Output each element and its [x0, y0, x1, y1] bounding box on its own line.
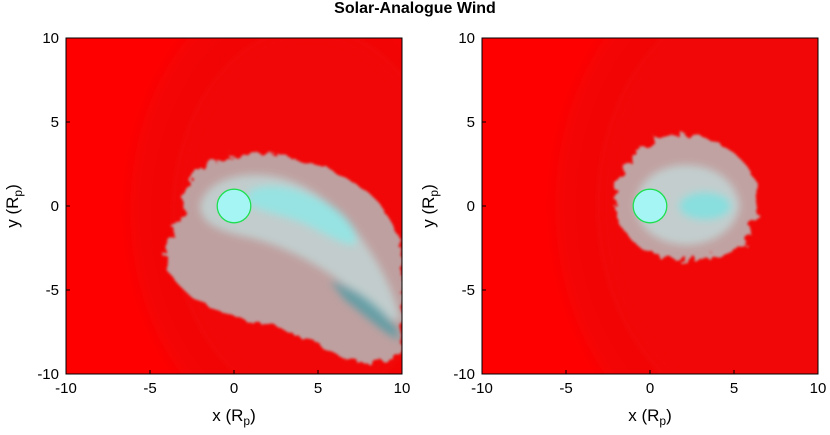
y-tick-label: 10 — [458, 30, 475, 47]
y-tick-label: -5 — [462, 282, 475, 299]
x-tick-label: -5 — [559, 380, 572, 397]
x-axis-ticks: -10 -5 0 5 10 — [471, 370, 826, 397]
right-panel: -10 -5 0 5 10 10 5 0 -5 -10 x (Rp) y (Rp) — [415, 0, 830, 435]
y-axis-label: y (Rp) — [3, 184, 25, 228]
y-tick-label: -10 — [453, 366, 475, 383]
planet-disk — [216, 188, 252, 224]
x-tick-label: 0 — [230, 380, 238, 397]
x-tick-label: 10 — [394, 380, 411, 397]
y-tick-label: 0 — [51, 198, 59, 215]
chart-title: Solar-Analogue Wind — [334, 0, 496, 17]
x-tick-label: 5 — [730, 380, 738, 397]
left-plot: -10 -5 0 5 10 10 5 0 -5 -10 x (Rp) y (Rp) — [3, 30, 410, 428]
y-tick-label: 5 — [51, 114, 59, 131]
y-tick-label: -5 — [46, 282, 59, 299]
x-axis-label: x (Rp) — [628, 406, 672, 428]
y-axis-ticks: 10 5 0 -5 -10 — [453, 30, 486, 383]
x-tick-label: -10 — [471, 380, 493, 397]
y-axis-ticks: 10 5 0 -5 -10 — [37, 30, 70, 383]
y-tick-label: 0 — [467, 198, 475, 215]
y-axis-label: y (Rp) — [419, 184, 441, 228]
x-axis-label: x (Rp) — [212, 406, 256, 428]
planet-disk — [632, 188, 668, 224]
x-tick-label: 5 — [314, 380, 322, 397]
y-tick-label: 10 — [42, 30, 59, 47]
y-tick-label: -10 — [37, 366, 59, 383]
wake-inner — [635, 165, 740, 245]
y-tick-label: 5 — [467, 114, 475, 131]
left-panel: -10 -5 0 5 10 10 5 0 -5 -10 x (Rp) y (Rp) — [3, 30, 410, 428]
x-tick-label: 10 — [810, 380, 827, 397]
x-tick-label: -5 — [143, 380, 156, 397]
right-plot: -10 -5 0 5 10 10 5 0 -5 -10 x (Rp) y (Rp) — [419, 30, 826, 428]
x-tick-label: -10 — [55, 380, 77, 397]
x-axis-ticks: -10 -5 0 5 10 — [55, 370, 410, 397]
x-tick-label: 0 — [646, 380, 654, 397]
